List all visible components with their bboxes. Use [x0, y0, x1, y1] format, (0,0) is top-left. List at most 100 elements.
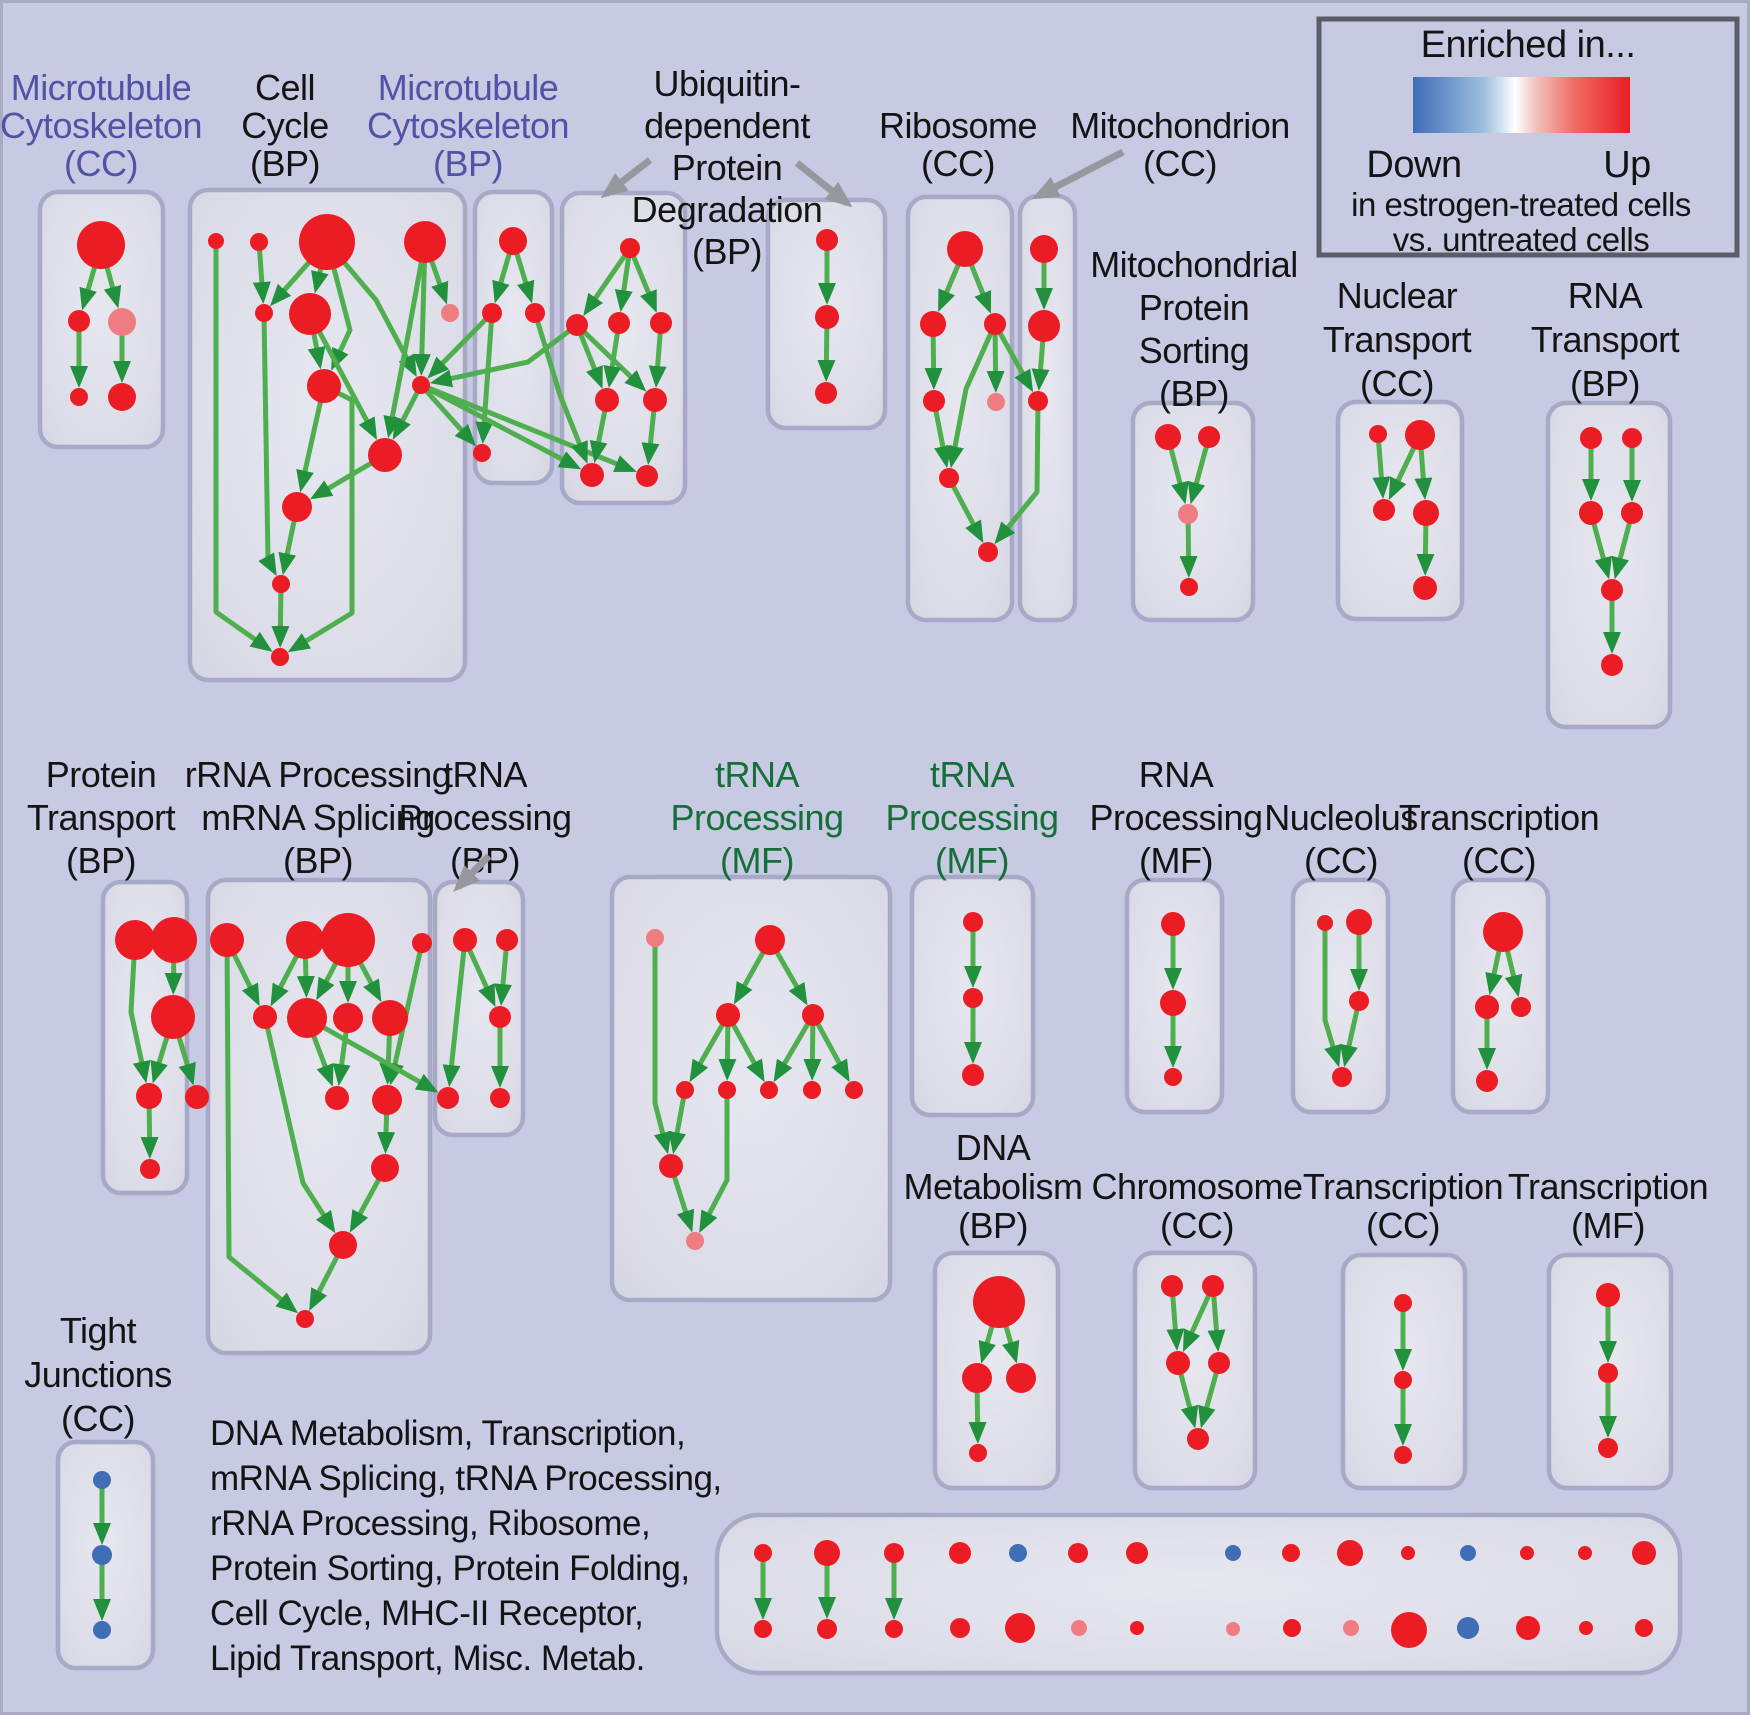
go-term-node	[412, 376, 430, 394]
go-term-node	[93, 1621, 111, 1639]
go-term-node	[802, 1004, 824, 1026]
cluster-label-mtbp: Microtubule Cytoskeleton (BP)	[367, 67, 569, 184]
label-pointer-arrows	[453, 148, 1125, 892]
go-term-node	[272, 575, 290, 593]
go-term-node	[1187, 1428, 1209, 1450]
go-term-node	[208, 233, 224, 249]
go-term-node	[978, 542, 998, 562]
go-term-node	[676, 1081, 694, 1099]
go-term-node	[920, 311, 946, 337]
legend-subtitle-2: vs. untreated cells	[1393, 221, 1649, 258]
go-term-node	[333, 1003, 363, 1033]
go-term-node	[803, 1081, 821, 1099]
edge-arrow	[262, 1016, 336, 1234]
go-term-node	[816, 229, 838, 251]
go-term-node	[969, 1444, 987, 1462]
edge-arrow	[307, 312, 378, 440]
go-term-node	[299, 214, 355, 270]
cluster-box-dnam	[932, 1250, 1061, 1491]
go-term-node	[1332, 1067, 1352, 1087]
go-term-node	[1596, 1283, 1620, 1307]
go-term-node	[1208, 1352, 1230, 1374]
edge-arrow	[1372, 433, 1391, 500]
go-term-node	[404, 221, 446, 263]
go-term-node	[1164, 1068, 1182, 1086]
go-term-node	[1028, 310, 1060, 342]
go-term-node	[646, 929, 664, 947]
go-term-node	[1373, 499, 1395, 521]
go-term-node	[441, 304, 459, 322]
go-term-node	[595, 388, 619, 412]
go-term-node	[1028, 391, 1048, 411]
go-term-node	[1579, 501, 1603, 525]
go-term-node	[1401, 1546, 1415, 1560]
go-term-node	[755, 925, 785, 955]
go-term-node	[1160, 990, 1186, 1016]
edge-arrow	[442, 939, 468, 1088]
go-term-node	[1282, 1544, 1300, 1562]
go-term-node	[1475, 995, 1499, 1019]
legend-up-label: Up	[1603, 144, 1651, 186]
go-term-node	[1161, 1275, 1183, 1297]
go-term-node	[1579, 1621, 1593, 1635]
go-term-node	[253, 1005, 277, 1029]
edge-arrow	[1340, 1000, 1362, 1068]
go-term-node	[1126, 1542, 1148, 1564]
go-term-node	[643, 388, 667, 412]
go-term-node	[923, 390, 945, 412]
edge-arrow	[429, 323, 579, 388]
edge-arrow	[994, 400, 1041, 545]
go-term-node	[963, 988, 983, 1008]
cluster-box-misc	[714, 1512, 1683, 1676]
go-term-node	[282, 492, 312, 522]
go-term-node	[754, 1620, 772, 1638]
go-term-node	[1337, 1540, 1363, 1566]
legend: Enriched in... Down Up in estrogen-treat…	[1316, 16, 1740, 258]
go-term-node	[329, 1231, 357, 1259]
go-term-node	[321, 913, 375, 967]
cluster-label-rpm: RNA Processing (MF)	[1089, 754, 1262, 881]
legend-box	[1316, 16, 1740, 258]
go-term-node	[1180, 578, 1198, 596]
go-term-node	[987, 393, 1005, 411]
go-term-node	[108, 383, 136, 411]
edge-arrow	[773, 1013, 816, 1083]
go-term-node	[1283, 1619, 1301, 1637]
go-term-node	[1155, 424, 1181, 450]
go-term-node	[1202, 1275, 1224, 1297]
go-term-node	[1225, 1545, 1241, 1561]
go-term-node	[1635, 1619, 1653, 1637]
cluster-label-mps: Mitochondrial Protein Sorting (BP)	[1090, 244, 1298, 414]
go-term-node	[1511, 997, 1531, 1017]
edge-arrow	[271, 583, 290, 649]
edge-arrow	[668, 1089, 688, 1155]
cluster-box-chr	[1132, 1250, 1258, 1491]
go-term-node	[1006, 1363, 1036, 1393]
go-term-node	[1520, 1546, 1534, 1560]
go-term-node	[686, 1232, 704, 1250]
go-term-node	[140, 1159, 160, 1179]
go-term-node	[1005, 1613, 1035, 1643]
go-term-node	[1071, 1620, 1087, 1636]
go-term-node	[250, 233, 268, 251]
cluster-label-tmf1: tRNA Processing (MF)	[670, 754, 843, 881]
go-term-node	[1226, 1622, 1240, 1636]
go-term-node	[1476, 1070, 1498, 1092]
edge-arrow	[652, 938, 672, 1155]
go-term-node	[947, 231, 983, 267]
go-term-node	[93, 1471, 111, 1489]
cluster-label-tcc2: Transcription (CC)	[1399, 797, 1599, 881]
go-term-node	[1346, 909, 1372, 935]
go-term-node	[77, 221, 125, 269]
go-term-node	[286, 921, 324, 959]
go-term-node	[950, 1618, 970, 1638]
go-term-node	[1161, 912, 1185, 936]
go-term-node	[760, 1081, 778, 1099]
edge-arrow	[532, 312, 588, 464]
cluster-box-nt	[1335, 399, 1465, 622]
go-term-node	[1394, 1446, 1412, 1464]
cluster-label-nt: Nuclear Transport (CC)	[1323, 275, 1472, 404]
go-term-node	[482, 303, 502, 323]
